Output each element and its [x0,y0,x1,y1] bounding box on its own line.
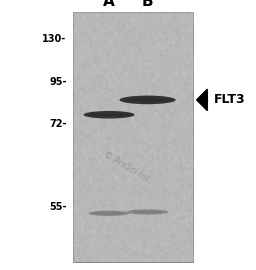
Text: B: B [142,0,153,9]
Ellipse shape [119,96,176,104]
Ellipse shape [87,113,131,116]
Text: A: A [103,0,115,9]
Ellipse shape [92,212,126,214]
Ellipse shape [130,211,165,213]
Bar [73,12,193,262]
Text: FLT3: FLT3 [214,93,246,106]
Text: 130-: 130- [42,34,67,44]
Text: 55-: 55- [49,201,67,212]
Ellipse shape [83,111,135,119]
Text: 95-: 95- [49,77,67,87]
Ellipse shape [124,98,172,102]
Text: 72-: 72- [49,119,67,129]
Text: © ProSci Inc.: © ProSci Inc. [102,150,154,185]
Ellipse shape [89,211,130,216]
Ellipse shape [127,209,168,215]
Polygon shape [197,89,207,111]
